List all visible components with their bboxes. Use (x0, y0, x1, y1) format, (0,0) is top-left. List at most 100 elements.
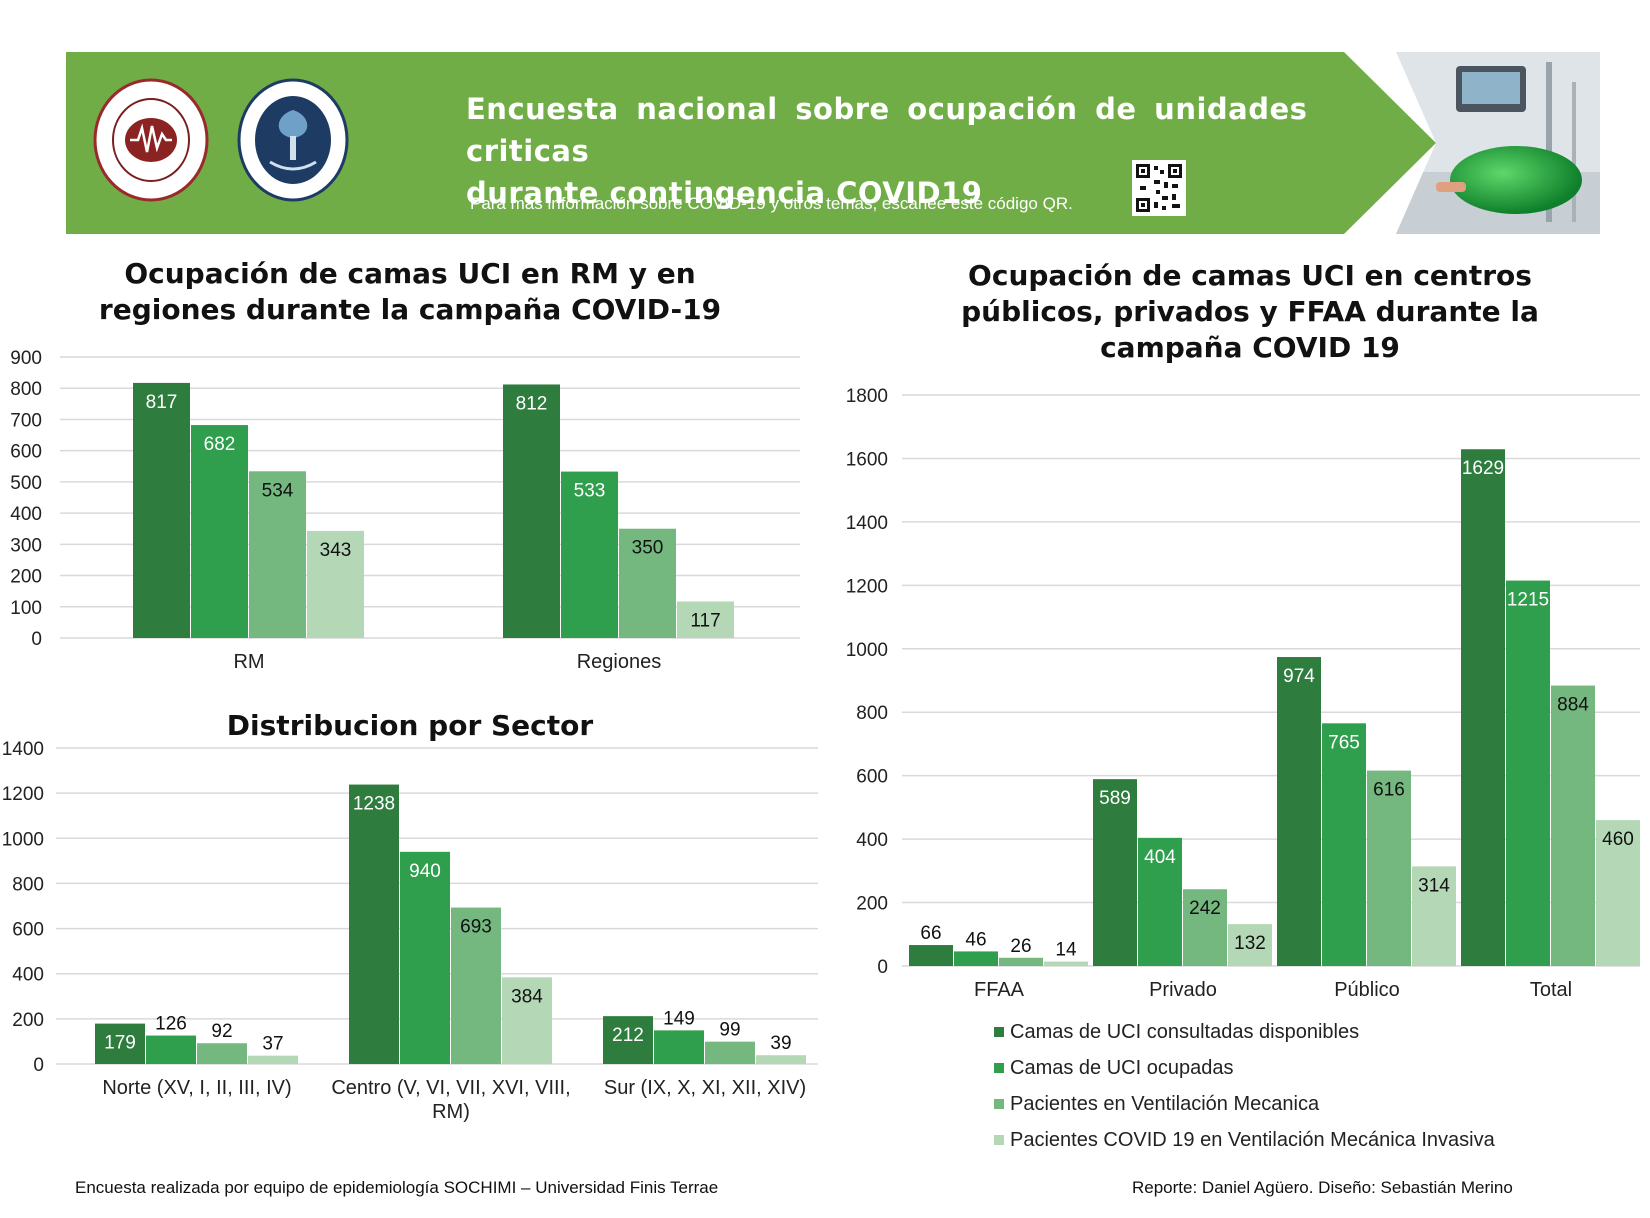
bar (1412, 866, 1456, 966)
bar (1551, 685, 1595, 966)
x-category-label: RM) (432, 1101, 470, 1123)
y-tick-label: 500 (10, 473, 42, 494)
bar (756, 1055, 806, 1064)
data-label: 117 (690, 610, 720, 631)
x-category-label: Sur (IX, X, XI, XII, XIV) (604, 1077, 806, 1099)
data-label: 343 (320, 540, 352, 561)
legend-label: Pacientes en Ventilación Mecanica (1010, 1092, 1320, 1115)
data-label: 1238 (353, 794, 395, 815)
data-label: 66 (920, 923, 941, 944)
x-category-label: Total (1530, 979, 1572, 1001)
y-tick-label: 400 (10, 504, 42, 525)
data-label: 765 (1328, 732, 1360, 753)
data-label: 99 (719, 1020, 740, 1041)
bar (1228, 924, 1272, 966)
chart1-title: Ocupación de camas UCI en RM y en region… (40, 256, 780, 328)
y-tick-label: 1400 (2, 739, 44, 760)
x-category-label: Centro (V, VI, VII, XVI, VIII, (331, 1077, 570, 1099)
legend-item: Pacientes COVID 19 en Ventilación Mecáni… (994, 1122, 1495, 1158)
banner-subtitle: Para más información sobre COVID-19 y ot… (470, 194, 1073, 213)
ventilator-photo (1396, 52, 1600, 234)
bar (503, 384, 560, 638)
data-label: 37 (262, 1034, 283, 1055)
chart1-title-line2: regiones durante la campaña COVID-19 (98, 293, 722, 326)
bar (1506, 580, 1550, 966)
data-label: 940 (409, 861, 441, 882)
data-label: 534 (262, 480, 294, 501)
chart3-legend: Camas de UCI consultadas disponibles Cam… (994, 1014, 1495, 1158)
legend-swatch (994, 1063, 1004, 1073)
y-tick-label: 1200 (846, 576, 888, 597)
bar (349, 784, 399, 1064)
bar (654, 1030, 704, 1064)
y-tick-label: 1400 (846, 513, 888, 534)
chart1-title-line1: Ocupación de camas UCI en RM y en (124, 257, 696, 290)
data-label: 179 (104, 1033, 136, 1054)
data-label: 149 (663, 1008, 695, 1029)
x-category-label: Regiones (577, 651, 662, 673)
y-tick-label: 200 (10, 567, 42, 588)
chart2-title: Distribucion por Sector (226, 709, 594, 742)
bar (1367, 770, 1411, 966)
y-tick-label: 1200 (2, 784, 44, 805)
data-label: 242 (1189, 898, 1221, 919)
legend-label: Camas de UCI ocupadas (1010, 1056, 1234, 1079)
bar (146, 1035, 196, 1064)
bar (248, 1055, 298, 1064)
banner-title-line1: Encuesta nacional sobre ocupación de uni… (466, 92, 1308, 168)
y-tick-label: 200 (12, 1010, 44, 1031)
legend-item: Pacientes en Ventilación Mecanica (994, 1086, 1495, 1122)
data-label: 46 (965, 929, 986, 950)
data-label: 350 (632, 538, 664, 559)
bar (133, 382, 190, 638)
bar (502, 977, 552, 1064)
bar (191, 425, 248, 638)
data-label: 817 (146, 392, 178, 413)
x-category-label: RM (233, 651, 264, 673)
data-label: 460 (1602, 829, 1634, 850)
bar (619, 528, 676, 638)
y-tick-label: 0 (877, 957, 888, 978)
y-tick-label: 600 (10, 442, 42, 463)
data-label: 314 (1418, 875, 1450, 896)
data-label: 126 (155, 1014, 187, 1035)
chart3-title: Ocupación de camas UCI en centros públic… (900, 258, 1600, 366)
x-category-label: Norte (XV, I, II, III, IV) (102, 1077, 291, 1099)
bar (197, 1043, 247, 1064)
sochimi-logo (93, 78, 209, 202)
legend-item: Camas de UCI consultadas disponibles (994, 1014, 1495, 1050)
chart3-title-line3: campaña COVID 19 (1100, 331, 1400, 364)
y-tick-label: 400 (12, 965, 44, 986)
y-tick-label: 1800 (846, 386, 888, 407)
data-label: 212 (612, 1025, 644, 1046)
bar (705, 1041, 755, 1064)
bar (249, 471, 306, 638)
y-tick-label: 0 (33, 1055, 44, 1076)
bar (1044, 961, 1088, 966)
data-label: 1215 (1507, 590, 1549, 611)
banner-title-line2: durante contingencia COVID19 (466, 176, 983, 210)
y-tick-label: 1000 (2, 829, 44, 850)
bar (307, 530, 364, 638)
data-label: 1629 (1462, 458, 1504, 479)
y-tick-label: 600 (856, 767, 888, 788)
data-label: 693 (460, 917, 492, 938)
bar (603, 1016, 653, 1064)
legend-swatch (994, 1099, 1004, 1109)
data-label: 533 (574, 481, 606, 502)
y-tick-label: 400 (856, 830, 888, 851)
data-label: 616 (1373, 780, 1405, 801)
bar (677, 601, 734, 638)
data-label: 39 (770, 1033, 791, 1054)
legend-swatch (994, 1027, 1004, 1037)
bar (1277, 657, 1321, 966)
legend-swatch (994, 1135, 1004, 1145)
data-label: 812 (516, 393, 548, 414)
x-category-label: Público (1334, 979, 1400, 1001)
legend-label: Camas de UCI consultadas disponibles (1010, 1020, 1360, 1043)
y-tick-label: 800 (856, 703, 888, 724)
bar (909, 945, 953, 966)
y-tick-label: 800 (10, 379, 42, 400)
x-category-label: FFAA (974, 979, 1025, 1001)
y-tick-label: 200 (856, 894, 888, 915)
